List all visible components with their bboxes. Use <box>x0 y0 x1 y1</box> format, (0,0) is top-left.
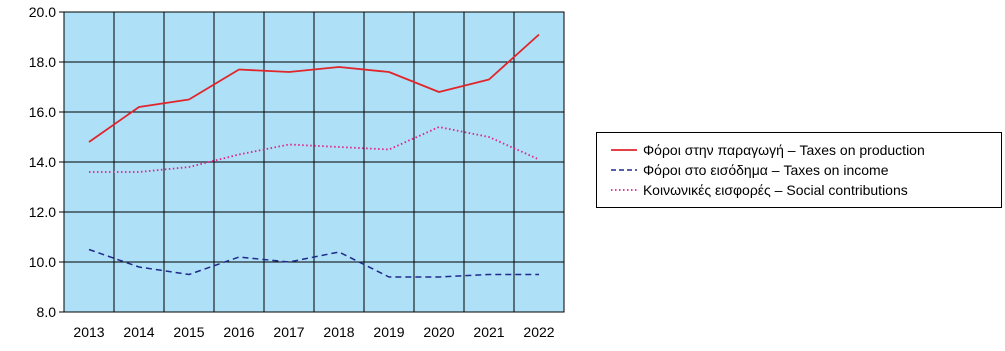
legend-swatch-taxes-on-production <box>611 149 637 151</box>
legend-item-taxes-on-production: Φόροι στην παραγωγή – Taxes on productio… <box>611 141 925 159</box>
x-axis-ticks: 2013 2014 2015 2016 2017 2018 2019 2020 2021 2022 <box>73 324 554 340</box>
legend-item-taxes-on-income: Φόροι στο εισόδημα – Taxes on income <box>611 161 889 179</box>
legend-swatch-taxes-on-income <box>611 169 637 171</box>
y-axis-ticks: 8.0 10.0 12.0 14.0 16.0 18.0 20.0 <box>29 4 56 320</box>
y-tick-label: 8.0 <box>37 304 57 320</box>
x-tick-label: 2013 <box>73 324 104 340</box>
series-line-1 <box>88 248 539 278</box>
series-lines <box>88 33 540 278</box>
y-tick-label: 14.0 <box>29 154 56 170</box>
y-tick-label: 16.0 <box>29 104 56 120</box>
y-tick-label: 12.0 <box>29 204 56 220</box>
legend-label: Κοινωνικές εισφορές – Social contributio… <box>643 182 908 198</box>
legend-label: Φόροι στην παραγωγή – Taxes on productio… <box>643 142 925 158</box>
x-tick-label: 2022 <box>523 324 554 340</box>
x-tick-label: 2018 <box>323 324 354 340</box>
y-tick-label: 10.0 <box>29 254 56 270</box>
legend: Φόροι στην παραγωγή – Taxes on productio… <box>596 132 1002 208</box>
y-tick-label: 20.0 <box>29 4 56 20</box>
x-tick-label: 2016 <box>223 324 254 340</box>
legend-label: Φόροι στο εισόδημα – Taxes on income <box>643 162 889 178</box>
legend-item-social-contributions: Κοινωνικές εισφορές – Social contributio… <box>611 181 908 199</box>
x-tick-label: 2019 <box>373 324 404 340</box>
x-tick-label: 2017 <box>273 324 304 340</box>
grid-lines <box>59 11 564 313</box>
y-tick-label: 18.0 <box>29 54 56 70</box>
x-tick-label: 2020 <box>423 324 454 340</box>
legend-swatch-social-contributions <box>611 189 637 191</box>
x-tick-label: 2021 <box>473 324 504 340</box>
x-tick-label: 2014 <box>123 324 154 340</box>
series-line-0 <box>88 33 540 143</box>
x-tick-label: 2015 <box>173 324 204 340</box>
